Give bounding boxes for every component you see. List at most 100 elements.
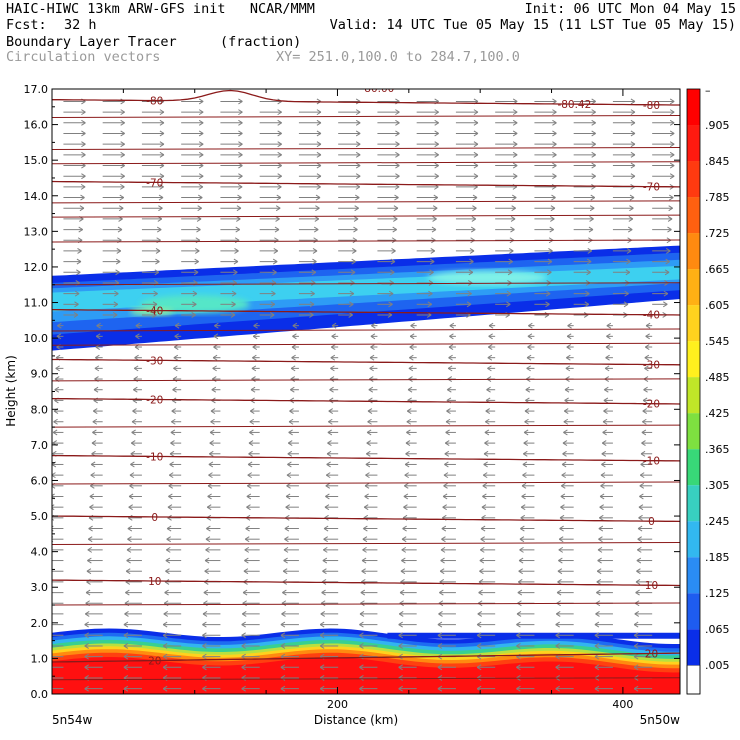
- wind-vector: [298, 290, 315, 297]
- wind-vector: [84, 611, 103, 617]
- wind-vector: [162, 685, 182, 692]
- wind-vector: [319, 643, 339, 649]
- wind-vector: [204, 557, 221, 564]
- wind-vector: [519, 546, 535, 553]
- isotherm--30: [52, 358, 680, 366]
- wind-vector: [652, 301, 668, 308]
- wind-vector: [220, 183, 243, 190]
- wind-vector: [377, 290, 394, 297]
- wind-vector: [298, 194, 321, 201]
- wind-vector: [495, 215, 516, 222]
- wind-vector: [123, 621, 142, 628]
- wind-vector: [398, 632, 417, 639]
- wind-vector: [321, 589, 339, 596]
- wind-vector: [534, 226, 554, 233]
- wind-vector: [52, 429, 64, 436]
- wind-vector: [652, 215, 673, 222]
- wind-vector: [573, 151, 596, 158]
- wind-vector: [440, 557, 456, 564]
- wind-vector: [220, 141, 243, 148]
- wind-vector: [534, 194, 556, 201]
- wind-vector: [402, 525, 417, 532]
- wind-vector: [328, 418, 339, 425]
- wind-vector: [259, 173, 282, 180]
- wind-vector: [455, 269, 474, 276]
- wind-vector: [444, 450, 456, 457]
- wind-vector: [365, 472, 378, 479]
- wind-vector: [562, 450, 574, 457]
- wind-vector: [204, 568, 221, 575]
- wind-vector: [642, 408, 653, 414]
- wind-vector: [126, 546, 142, 553]
- wind-vector: [525, 386, 535, 393]
- wind-vector: [441, 525, 456, 532]
- wind-vector: [409, 333, 417, 340]
- wind-vector: [63, 290, 80, 297]
- wind-vector: [220, 194, 242, 201]
- wind-vector: [135, 322, 142, 329]
- wind-vector: [406, 418, 417, 425]
- wind-vector: [320, 611, 339, 617]
- wind-vector: [52, 677, 64, 679]
- wind-vector: [612, 98, 636, 105]
- wind-vector: [280, 643, 299, 649]
- y-axis-label: Height (km): [4, 355, 18, 426]
- wind-vector: [338, 312, 353, 318]
- wind-vector: [52, 570, 64, 572]
- wind-vector: [52, 656, 64, 658]
- y-tick-label: 16.0: [24, 119, 49, 132]
- wind-vector: [449, 333, 456, 340]
- wind-vector: [455, 301, 472, 308]
- wind-vector: [485, 418, 496, 425]
- wind-vector: [247, 461, 260, 468]
- isotherm-label: 10: [148, 576, 161, 588]
- isotherm-20: [52, 652, 680, 663]
- colorbar-swatch: [687, 233, 700, 270]
- wind-vector: [377, 269, 395, 276]
- wind-vector: [416, 194, 439, 201]
- colorbar-swatch: [687, 377, 700, 414]
- wind-vector: [326, 450, 339, 457]
- wind-vector: [605, 354, 613, 361]
- wind-vector: [102, 119, 125, 126]
- wind-vector: [84, 653, 103, 660]
- wind-vector: [93, 386, 103, 393]
- wind-vector: [634, 611, 653, 617]
- wind-vector: [603, 397, 613, 404]
- wind-vector: [652, 109, 675, 116]
- wind-vector: [558, 557, 574, 564]
- header-forecast-hour: 32 h: [64, 17, 97, 33]
- wind-vector: [102, 109, 125, 116]
- wind-vector: [416, 162, 439, 169]
- wind-vector: [398, 685, 417, 692]
- colorbar-swatch: [687, 593, 700, 630]
- wind-vector: [476, 664, 496, 671]
- wind-vector: [282, 568, 299, 575]
- wind-vector: [166, 546, 182, 553]
- wind-vector: [242, 589, 260, 596]
- colorbar-label: .845: [705, 155, 730, 168]
- wind-vector: [364, 482, 378, 489]
- wind-vector: [573, 215, 594, 222]
- wind-vector: [520, 525, 535, 532]
- wind-vector: [444, 461, 456, 468]
- wind-vector: [516, 664, 535, 671]
- wind-vector: [220, 290, 237, 297]
- wind-vector: [366, 450, 378, 457]
- wind-vector: [366, 429, 378, 436]
- wind-vector: [368, 386, 378, 393]
- wind-vector: [480, 546, 496, 553]
- wind-vector: [166, 536, 182, 543]
- wind-vector: [416, 130, 439, 137]
- wind-vector: [220, 173, 243, 180]
- wind-vector: [181, 98, 204, 105]
- wind-vector: [298, 269, 317, 276]
- wind-vector: [495, 194, 517, 201]
- wind-vector: [555, 685, 574, 692]
- wind-vector: [644, 354, 653, 361]
- wind-vector: [401, 536, 417, 543]
- wind-vector: [534, 130, 557, 137]
- colorbar-label: .305: [705, 479, 730, 492]
- wind-vector: [416, 151, 439, 158]
- wind-vector: [518, 568, 535, 575]
